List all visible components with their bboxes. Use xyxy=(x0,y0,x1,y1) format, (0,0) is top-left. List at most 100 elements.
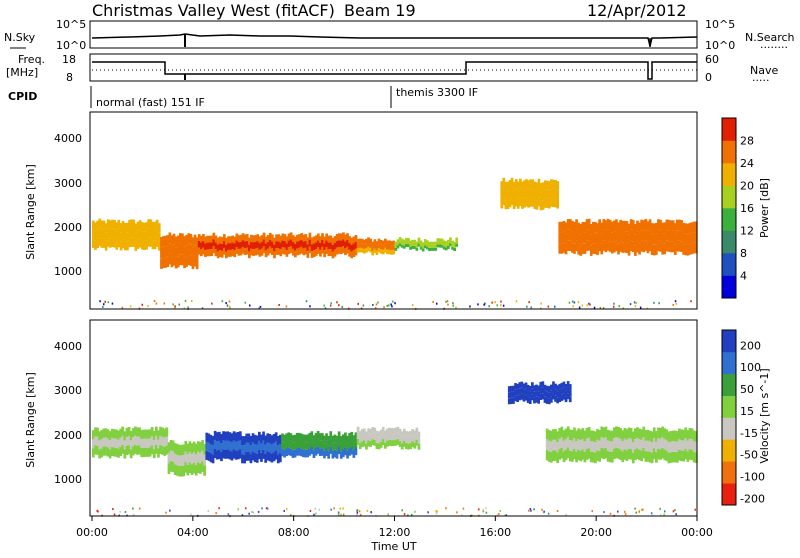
heatmap-cell xyxy=(342,434,345,442)
heatmap-cell xyxy=(308,232,312,240)
heatmap-cell xyxy=(111,237,114,247)
heatmap-cell xyxy=(318,440,322,449)
heatmap-cell xyxy=(394,247,398,251)
noise-speckle xyxy=(215,512,217,515)
heatmap-cell xyxy=(245,433,249,443)
noise-speckle xyxy=(248,512,250,515)
heatmap-cell xyxy=(281,441,284,449)
heatmap-cell xyxy=(176,256,180,268)
heatmap-cell xyxy=(179,243,182,255)
heatmap-cell xyxy=(589,245,593,256)
heatmap-cell xyxy=(655,430,658,442)
nave-tick-bottom: 0 xyxy=(705,71,712,84)
heatmap-cell xyxy=(673,430,677,442)
noise-speckle xyxy=(613,302,615,305)
heatmap-cell xyxy=(663,438,667,450)
heatmap-cell xyxy=(260,434,263,444)
heatmap-cell xyxy=(285,250,289,257)
heatmap-cell xyxy=(384,442,387,449)
heatmap-cell xyxy=(381,240,385,246)
heatmap-cell xyxy=(215,432,219,442)
noise-speckle xyxy=(251,511,253,513)
noise-speckle xyxy=(313,513,315,516)
heatmap-cell xyxy=(157,439,160,449)
heatmap-cell xyxy=(545,189,549,199)
noise-speckle xyxy=(445,300,447,303)
heatmap-cell xyxy=(314,249,318,256)
heatmap-cell xyxy=(568,396,572,403)
heatmap-cell xyxy=(176,443,179,455)
heatmap-cell xyxy=(339,451,343,459)
heatmap-cell xyxy=(94,436,97,446)
heatmap-cell xyxy=(678,428,681,440)
heatmap-cell xyxy=(589,451,593,463)
heatmap-cell xyxy=(245,234,249,241)
heatmap-cell xyxy=(262,449,265,459)
heatmap-cell xyxy=(321,448,324,456)
heatmap-cell xyxy=(329,446,333,454)
heatmap-cell xyxy=(638,439,641,450)
heatmap-cell xyxy=(390,245,393,251)
heatmap-cell xyxy=(636,427,639,438)
heatmap-cell xyxy=(560,382,564,389)
heatmap-cell xyxy=(106,237,110,247)
heatmap-cell xyxy=(575,240,578,252)
heatmap-cell xyxy=(646,430,650,441)
velocity-ytick: 2000 xyxy=(54,429,82,442)
heatmap-cell xyxy=(134,223,138,233)
heatmap-cell xyxy=(558,232,562,243)
heatmap-cell xyxy=(216,237,220,245)
noise-speckle xyxy=(259,305,262,308)
heatmap-cell xyxy=(123,241,127,251)
heatmap-cell xyxy=(243,248,247,255)
heatmap-cell xyxy=(331,450,335,459)
heatmap-cell xyxy=(581,222,585,233)
heatmap-cell xyxy=(627,438,631,449)
heatmap-cell xyxy=(550,390,553,397)
heatmap-cell xyxy=(367,434,370,441)
heatmap-cell xyxy=(381,249,385,255)
heatmap-cell xyxy=(644,430,648,441)
noise-speckle xyxy=(613,305,615,308)
heatmap-cell xyxy=(579,234,583,246)
heatmap-cell xyxy=(535,390,538,397)
heatmap-cell xyxy=(396,438,400,445)
heatmap-cell xyxy=(264,243,268,251)
noise-speckle xyxy=(663,513,665,516)
heatmap-cell xyxy=(162,246,165,258)
heatmap-cell xyxy=(277,241,280,248)
heatmap-cell xyxy=(136,427,139,437)
heatmap-cell xyxy=(579,223,583,235)
heatmap-cell xyxy=(566,436,570,448)
heatmap-cell xyxy=(205,441,209,451)
heatmap-cell xyxy=(409,243,412,247)
heatmap-cell xyxy=(537,397,540,404)
heatmap-cell xyxy=(646,231,650,243)
heatmap-cell xyxy=(188,462,192,474)
heatmap-cell xyxy=(527,198,530,208)
heatmap-cell xyxy=(151,231,155,241)
cpid-label: CPID xyxy=(8,90,37,103)
heatmap-cell xyxy=(562,231,566,243)
heatmap-cell xyxy=(128,238,131,248)
noise-speckle xyxy=(169,509,171,512)
heatmap-cell xyxy=(587,229,591,241)
heatmap-cell xyxy=(519,178,522,188)
heatmap-cell xyxy=(692,430,696,442)
heatmap-cell xyxy=(197,441,200,452)
heatmap-cell xyxy=(613,220,616,232)
heatmap-cell xyxy=(360,247,364,253)
heatmap-cell xyxy=(140,222,144,232)
heatmap-cell xyxy=(539,192,543,202)
heatmap-cell xyxy=(106,438,110,448)
heatmap-cell xyxy=(428,244,431,248)
heatmap-cell xyxy=(195,237,199,248)
heatmap-cell xyxy=(111,228,114,238)
heatmap-cell xyxy=(220,244,224,251)
heatmap-cell xyxy=(453,241,456,245)
heatmap-cell xyxy=(255,435,259,445)
heatmap-cell xyxy=(543,396,547,403)
heatmap-cell xyxy=(262,440,265,450)
heatmap-cell xyxy=(121,444,125,454)
heatmap-cell xyxy=(102,437,106,447)
